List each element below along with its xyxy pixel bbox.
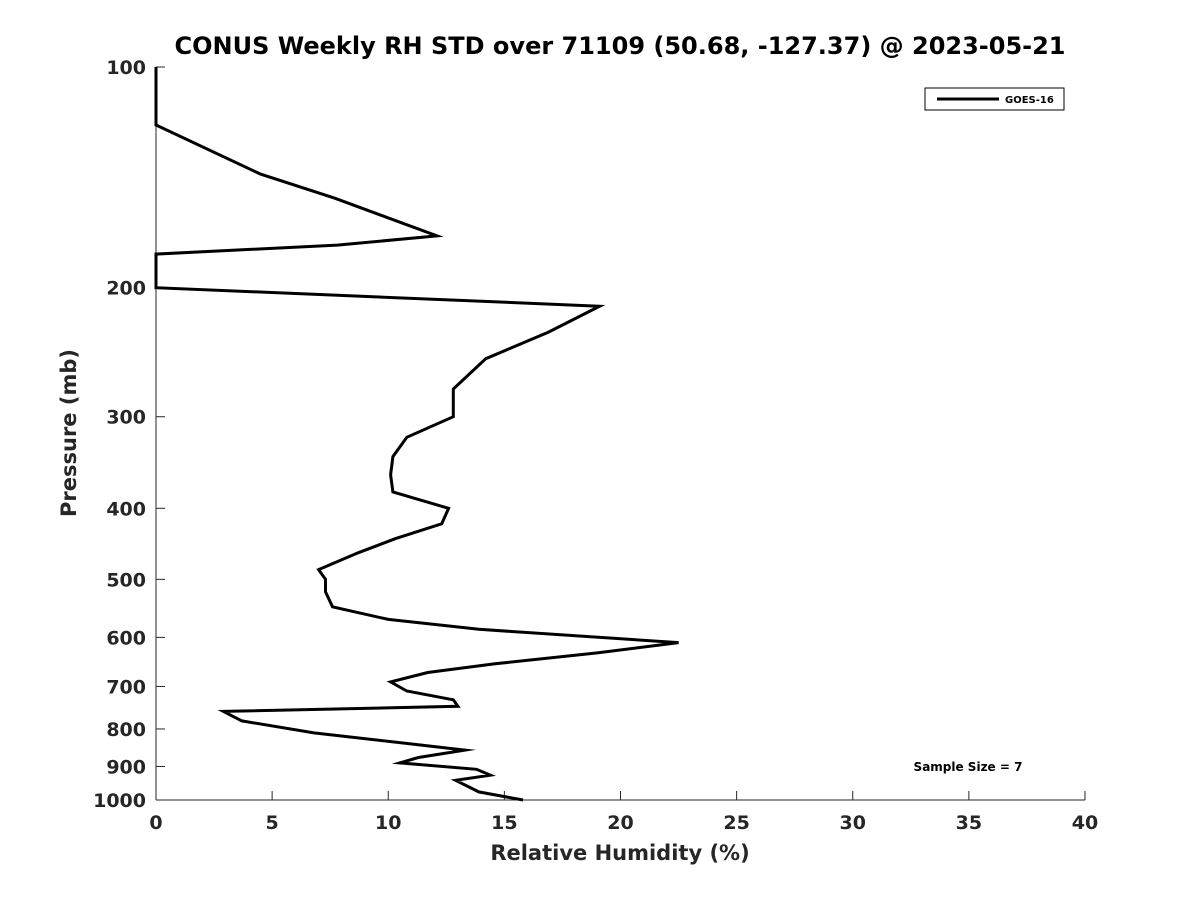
y-axis-label: Pressure (mb): [57, 349, 81, 517]
y-tick-label: 200: [106, 278, 146, 300]
legend-label: GOES-16: [1005, 95, 1054, 106]
series-line-goes-16: [154, 67, 679, 802]
y-tick-label: 700: [106, 676, 146, 698]
x-tick-label: 35: [956, 812, 982, 834]
x-axis-label: Relative Humidity (%): [490, 841, 749, 865]
y-tick-label: 600: [106, 627, 146, 649]
legend: GOES-16: [924, 87, 1065, 111]
plot-area: 0 5 10 15 20 25 30 35 40 100 200 300 400 500 600 700 80…: [93, 57, 1098, 834]
x-axis-ticks: 0 5 10 15 20 25 30 35 40: [149, 791, 1098, 834]
y-tick-label: 800: [106, 719, 146, 741]
x-tick-label: 30: [840, 812, 866, 834]
y-tick-label: 400: [106, 498, 146, 520]
x-tick-label: 5: [266, 812, 279, 834]
x-tick-label: 20: [607, 812, 633, 834]
y-tick-label: 300: [106, 407, 146, 429]
y-axis-ticks: 100 200 300 400 500 600 700 800 900 1000: [93, 57, 165, 812]
sample-size-annotation: Sample Size = 7: [914, 760, 1023, 774]
x-tick-label: 10: [375, 812, 401, 834]
chart-title: CONUS Weekly RH STD over 71109 (50.68, -…: [174, 32, 1065, 60]
x-tick-label: 40: [1072, 812, 1098, 834]
x-tick-label: 15: [491, 812, 517, 834]
y-tick-label: 500: [106, 569, 146, 591]
x-tick-label: 25: [723, 812, 749, 834]
series-group: [154, 67, 679, 802]
y-tick-label: 100: [106, 57, 146, 79]
y-tick-label: 1000: [93, 790, 146, 812]
x-tick-label: 0: [149, 812, 162, 834]
y-tick-label: 900: [106, 756, 146, 778]
